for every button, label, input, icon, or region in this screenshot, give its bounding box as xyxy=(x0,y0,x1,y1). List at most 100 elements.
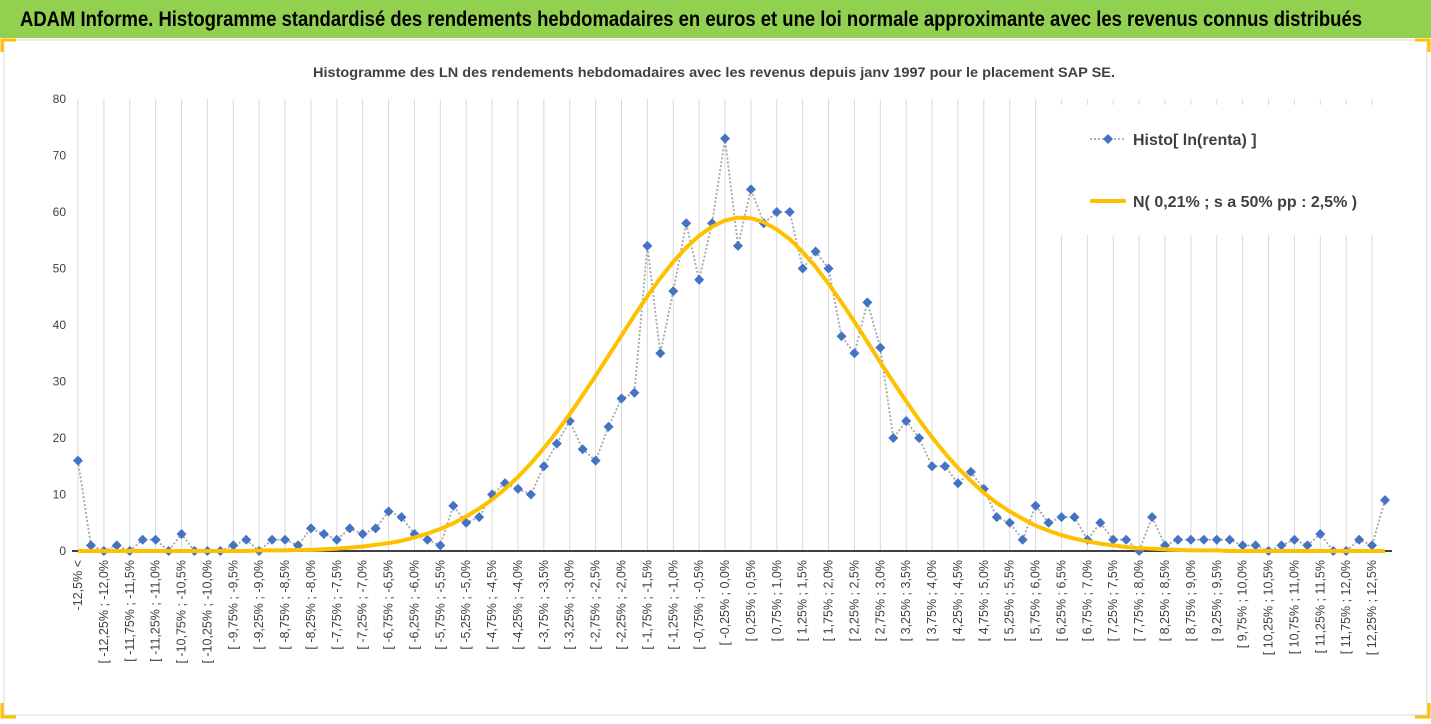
data-point xyxy=(1354,534,1365,545)
x-tick-label: [ -1,25% ; -1,0% xyxy=(666,560,680,650)
data-point xyxy=(965,466,976,477)
data-point xyxy=(280,534,291,545)
data-point xyxy=(267,534,278,545)
data-point xyxy=(241,534,252,545)
x-tick-label: [ -0,75% ; -0,5% xyxy=(692,560,706,650)
data-point xyxy=(85,540,96,551)
data-point xyxy=(862,297,873,308)
data-point xyxy=(1276,540,1287,551)
data-point xyxy=(952,478,963,489)
data-point xyxy=(616,393,627,404)
data-point xyxy=(396,512,407,523)
x-tick-label: [ 2,75% ; 3,0% xyxy=(873,560,887,641)
data-point xyxy=(1289,534,1300,545)
x-tick-label: [ 8,75% ; 9,0% xyxy=(1184,560,1198,641)
data-point xyxy=(1069,512,1080,523)
x-tick-label: [ -7,25% ; -7,0% xyxy=(356,560,370,650)
y-tick-label: 70 xyxy=(53,149,67,163)
data-point xyxy=(422,534,433,545)
x-tick-label: [ -1,75% ; -1,5% xyxy=(640,560,654,650)
x-tick-label: [ -11,75% ; -11,5% xyxy=(123,560,137,662)
legend-box xyxy=(1058,105,1400,235)
data-point xyxy=(1121,534,1132,545)
data-point xyxy=(823,263,834,274)
data-point xyxy=(1185,534,1196,545)
data-point xyxy=(344,523,355,534)
x-tick-label: [ 7,25% ; 7,5% xyxy=(1106,560,1120,641)
data-point xyxy=(137,534,148,545)
data-point xyxy=(1224,534,1235,545)
data-point xyxy=(318,529,329,540)
data-point xyxy=(888,433,899,443)
x-tick-label: [ -8,75% ; -8,5% xyxy=(278,560,292,650)
data-point xyxy=(1302,540,1313,551)
data-point xyxy=(1315,529,1326,540)
x-tick-label: [ 1,25% ; 1,5% xyxy=(796,560,810,641)
x-tick-label: [ 7,75% ; 8,0% xyxy=(1132,560,1146,641)
x-tick-label: [ -5,25% ; -5,0% xyxy=(459,560,473,650)
chart-border xyxy=(3,39,1428,716)
x-tick-label: [ -4,25% ; -4,0% xyxy=(511,560,525,650)
legend-label: Histo[ ln(renta) ] xyxy=(1133,132,1257,149)
data-point xyxy=(940,461,951,472)
x-tick-label: [ 11,25% ; 11,5% xyxy=(1313,560,1327,653)
data-point xyxy=(991,512,1002,523)
data-point xyxy=(383,506,394,517)
x-tick-label: [ 11,75% ; 12,0% xyxy=(1339,560,1353,654)
x-tick-label: [ 8,25% ; 8,5% xyxy=(1158,560,1172,641)
data-point xyxy=(797,263,808,274)
data-point xyxy=(1056,512,1067,523)
data-point xyxy=(927,461,938,472)
data-point xyxy=(1017,534,1028,545)
x-tick-label: [ 12,25% ; 12,5% xyxy=(1365,560,1379,655)
data-point xyxy=(512,483,523,494)
x-tick-label: [ 9,25% ; 9,5% xyxy=(1210,560,1224,641)
data-point xyxy=(1250,540,1261,551)
data-point xyxy=(538,461,549,472)
data-point xyxy=(694,274,705,285)
y-tick-label: 20 xyxy=(53,431,67,445)
data-point xyxy=(461,517,472,528)
data-point xyxy=(1172,534,1183,545)
data-point xyxy=(810,246,821,257)
x-tick-label: [ -2,25% ; -2,0% xyxy=(615,560,629,650)
data-point xyxy=(292,540,303,551)
data-point xyxy=(1211,534,1222,545)
data-point xyxy=(1030,500,1041,511)
data-point xyxy=(836,331,847,342)
data-point xyxy=(849,348,860,359)
data-point xyxy=(784,207,795,217)
x-tick-label: [ 2,25% ; 2,5% xyxy=(847,560,861,641)
x-tick-label: [ 0,25% ; 0,5% xyxy=(744,560,758,641)
x-tick-label: [ -5,75% ; -5,5% xyxy=(433,560,447,650)
x-tick-label: [ 4,75% ; 5,0% xyxy=(977,560,991,641)
data-point xyxy=(1237,540,1248,551)
data-point xyxy=(1043,517,1054,528)
x-tick-label: [ 6,25% ; 6,5% xyxy=(1054,560,1068,641)
data-point xyxy=(1198,534,1209,545)
x-tick-label: [ -11,25% ; -11,0% xyxy=(149,560,163,662)
data-point xyxy=(590,455,601,466)
x-tick-label: [ 3,75% ; 4,0% xyxy=(925,560,939,641)
data-point xyxy=(1147,512,1158,523)
data-point xyxy=(1367,540,1378,551)
x-tick-label: [ 9,75% ; 10,0% xyxy=(1236,560,1250,648)
x-tick-label: [ -4,75% ; -4,5% xyxy=(485,560,499,650)
y-tick-label: 40 xyxy=(53,318,67,332)
data-point xyxy=(176,529,187,540)
y-tick-label: 30 xyxy=(53,375,67,389)
data-point xyxy=(771,207,782,217)
x-tick-label: [ -0,25% ; 0,0% xyxy=(718,560,732,645)
data-point xyxy=(901,416,912,427)
legend-marker xyxy=(1103,134,1113,144)
data-point xyxy=(1004,517,1015,528)
x-tick-label: [ -3,25% ; -3,0% xyxy=(563,560,577,650)
data-point xyxy=(357,529,368,540)
data-point xyxy=(875,342,886,353)
data-point xyxy=(655,348,666,359)
y-tick-label: 50 xyxy=(53,262,67,276)
data-point xyxy=(603,421,614,432)
series-line xyxy=(78,215,1385,553)
data-point xyxy=(681,218,692,229)
